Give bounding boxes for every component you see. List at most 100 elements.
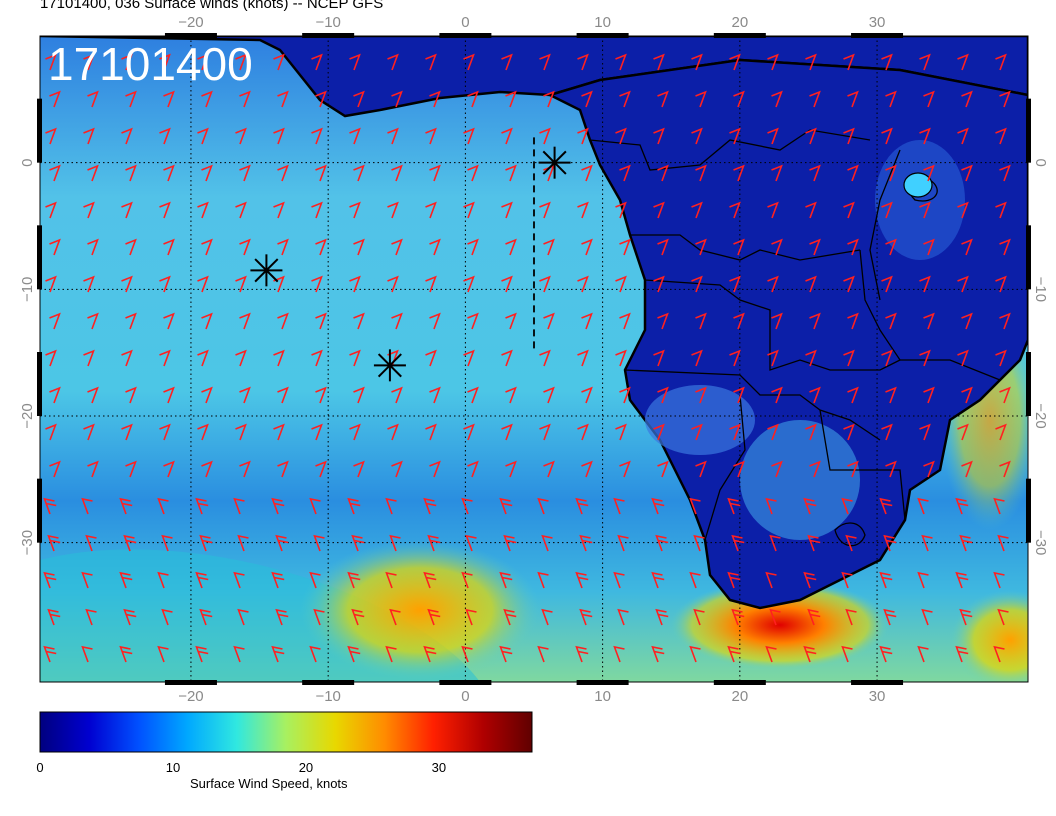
wind-barb xyxy=(809,460,821,478)
wind-barb xyxy=(883,608,897,626)
wind-barb xyxy=(577,201,589,219)
wind-barb xyxy=(653,127,665,145)
wind-barb xyxy=(807,608,821,626)
wind-barb xyxy=(465,608,477,626)
wind-barb xyxy=(539,423,551,441)
lat-label-left: −10 xyxy=(19,277,36,302)
lon-label-top: 30 xyxy=(869,14,886,31)
wind-barb xyxy=(351,608,365,626)
marker-1 xyxy=(538,146,571,179)
wind-barb xyxy=(615,53,627,71)
wind-barb xyxy=(657,164,669,182)
wind-barb xyxy=(919,423,931,441)
wind-barb xyxy=(961,312,973,330)
wind-barb xyxy=(425,423,437,441)
wind-barb xyxy=(657,90,669,108)
wind-barb xyxy=(695,164,707,182)
wind-barb xyxy=(765,571,777,589)
wind-barb xyxy=(923,312,935,330)
wind-barb xyxy=(613,497,625,515)
wind-barb xyxy=(197,275,209,293)
wind-barb xyxy=(615,349,627,367)
wind-barb xyxy=(49,460,61,478)
wind-barb xyxy=(271,645,285,663)
wind-barb xyxy=(805,53,817,71)
wind-barb xyxy=(847,386,859,404)
top-tick-bar xyxy=(164,33,217,38)
wind-barb xyxy=(731,534,745,552)
wind-barb xyxy=(919,127,931,145)
wind-barb xyxy=(273,349,285,367)
left-tick-bar xyxy=(37,225,42,290)
wind-barb xyxy=(581,386,593,404)
wind-barb xyxy=(919,275,931,293)
wind-barb xyxy=(617,534,629,552)
wind-barb xyxy=(581,90,593,108)
wind-barb xyxy=(311,275,323,293)
wind-barb xyxy=(391,164,403,182)
wind-barb xyxy=(733,164,745,182)
wind-barb xyxy=(503,534,517,552)
wind-barb xyxy=(689,497,701,515)
wind-barb xyxy=(917,645,929,663)
wind-barb xyxy=(465,534,477,552)
wind-barb xyxy=(387,275,399,293)
wind-barb xyxy=(195,571,209,589)
wind-barb xyxy=(809,164,821,182)
wind-barb xyxy=(87,164,99,182)
wind-barb xyxy=(235,201,247,219)
wind-barb xyxy=(49,386,61,404)
wind-barb xyxy=(881,275,893,293)
wind-barb xyxy=(845,608,857,626)
wind-barb xyxy=(45,201,57,219)
wind-barb xyxy=(49,238,61,256)
wind-barb xyxy=(995,423,1007,441)
wind-barb xyxy=(841,645,853,663)
wind-barb xyxy=(543,238,555,256)
wind-barb xyxy=(537,571,549,589)
wind-barb xyxy=(921,534,933,552)
wind-barb xyxy=(695,238,707,256)
lat-label-left: 0 xyxy=(19,158,36,166)
wind-barb xyxy=(313,608,325,626)
wind-barb xyxy=(733,460,745,478)
wind-barb xyxy=(309,497,321,515)
wind-barb xyxy=(581,312,593,330)
wind-barb xyxy=(765,645,777,663)
wind-barb xyxy=(653,423,665,441)
wind-barb xyxy=(197,53,209,71)
lat-label-right: −20 xyxy=(1032,403,1049,428)
wind-barb xyxy=(45,53,57,71)
wind-barb xyxy=(387,423,399,441)
wind-barb xyxy=(885,238,897,256)
wind-barb xyxy=(347,571,361,589)
top-tick-bar xyxy=(439,33,492,38)
right-tick-bar xyxy=(1026,98,1031,163)
wind-barb xyxy=(121,201,133,219)
wind-barb xyxy=(461,645,473,663)
wind-barb xyxy=(771,90,783,108)
lat-label-left: −30 xyxy=(19,530,36,555)
wind-barb xyxy=(47,534,61,552)
wind-barb xyxy=(501,127,513,145)
wind-barb xyxy=(575,571,589,589)
wind-barb xyxy=(883,534,897,552)
jet-core xyxy=(300,540,540,680)
wind-barb xyxy=(391,386,403,404)
wind-barb xyxy=(315,90,327,108)
wind-barb xyxy=(119,571,133,589)
wind-barb xyxy=(881,423,893,441)
wind-barb xyxy=(619,312,631,330)
left-tick-bar xyxy=(37,478,42,543)
wind-barb xyxy=(995,127,1007,145)
wind-barb xyxy=(425,53,437,71)
wind-barb xyxy=(315,164,327,182)
wind-barb xyxy=(885,90,897,108)
wind-barb xyxy=(315,460,327,478)
wind-barb xyxy=(729,201,741,219)
wind-barb xyxy=(87,386,99,404)
wind-barb xyxy=(657,386,669,404)
storm-markers xyxy=(250,146,571,382)
wind-barb xyxy=(997,608,1009,626)
wind-barb xyxy=(727,571,741,589)
